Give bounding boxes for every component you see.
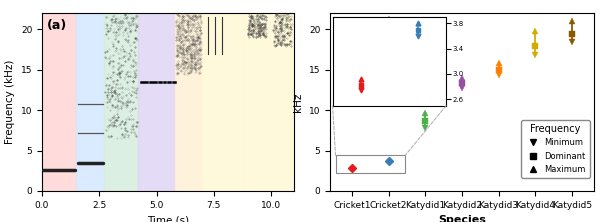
Y-axis label: Frequency (kHz): Frequency (kHz) bbox=[5, 60, 15, 144]
Bar bbox=[244, 13, 294, 191]
Bar bbox=[175, 13, 202, 191]
X-axis label: Species: Species bbox=[438, 215, 486, 222]
Bar bbox=[138, 13, 175, 191]
Bar bbox=[76, 13, 104, 191]
Y-axis label: kHz: kHz bbox=[293, 92, 303, 112]
Bar bbox=[104, 13, 138, 191]
Bar bbox=[335, 155, 405, 173]
X-axis label: Time (s): Time (s) bbox=[147, 215, 189, 222]
Bar bbox=[202, 13, 244, 191]
Text: (b): (b) bbox=[332, 19, 353, 32]
Bar bbox=[42, 13, 76, 191]
Text: (a): (a) bbox=[47, 19, 67, 32]
Legend: Minimum, Dominant, Maximum: Minimum, Dominant, Maximum bbox=[521, 120, 590, 178]
